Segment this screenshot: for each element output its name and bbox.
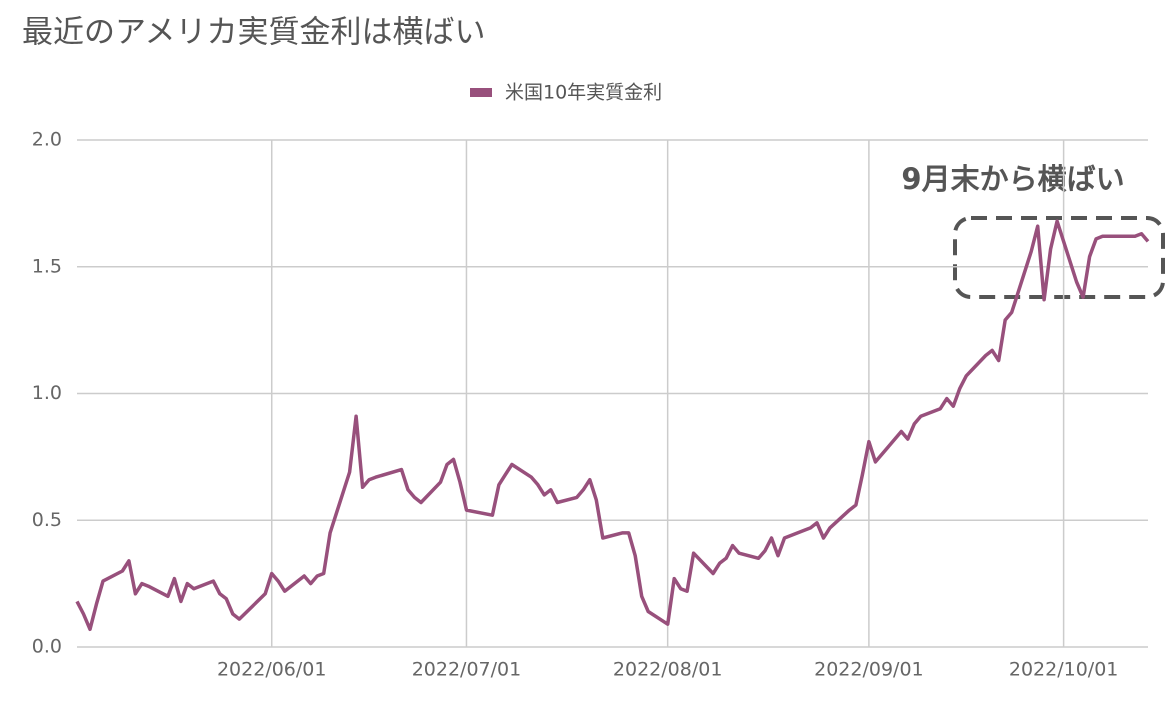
legend-swatch — [470, 88, 492, 97]
x-tick-label: 2022/08/01 — [613, 659, 723, 681]
y-tick-label: 0.0 — [32, 636, 62, 658]
y-tick-label: 1.5 — [32, 255, 62, 277]
y-tick-label: 2.0 — [32, 129, 62, 151]
x-tick-label: 2022/10/01 — [1009, 659, 1119, 681]
x-tick-label: 2022/09/01 — [814, 659, 924, 681]
line — [75, 219, 1150, 632]
y-tick-label: 0.5 — [32, 509, 62, 531]
y-tick-label: 1.0 — [32, 382, 62, 404]
annotation-box — [953, 216, 1165, 299]
chart-title: 最近のアメリカ実質金利は横ばい — [22, 15, 485, 51]
x-tick-label: 2022/07/01 — [412, 659, 522, 681]
legend-label: 米国10年実質金利 — [505, 82, 662, 104]
annotation: 9月末から横ばい — [901, 162, 1124, 196]
x-tick-label: 2022/06/01 — [217, 659, 327, 681]
